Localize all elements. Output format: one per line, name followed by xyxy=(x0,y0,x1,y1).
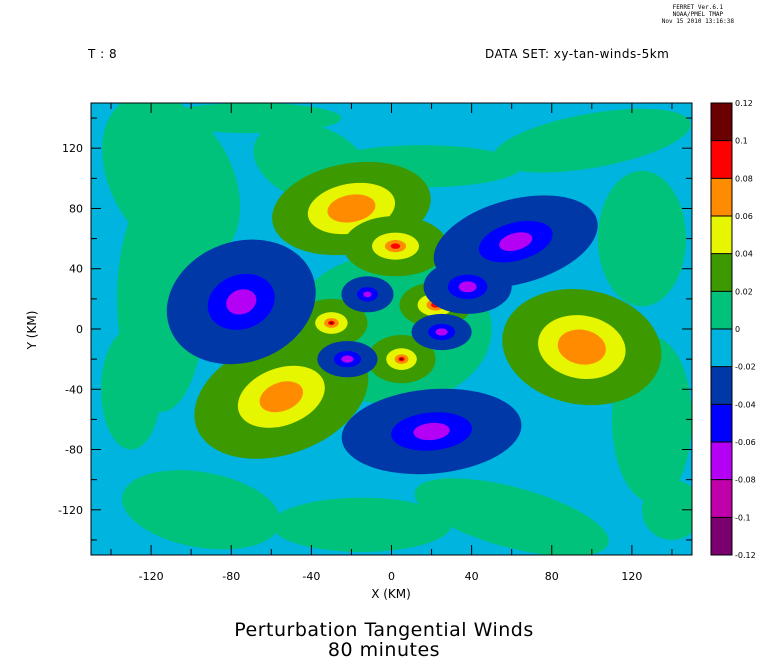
contour-band-7 xyxy=(493,108,691,173)
contour-band-6 xyxy=(597,170,686,307)
contour-band-3 xyxy=(271,497,452,552)
colorbar-swatch xyxy=(711,178,732,216)
colorbar-label: -0.06 xyxy=(735,438,756,447)
colorbar-swatch xyxy=(711,366,732,405)
colorbar-label: 0.08 xyxy=(735,174,753,183)
x-tick-label: -120 xyxy=(139,570,164,583)
x-tick-label: 120 xyxy=(621,570,642,583)
colorbar-label: 0.04 xyxy=(735,250,753,259)
colorbar-swatch xyxy=(711,329,732,367)
colorbar-label: 0.02 xyxy=(735,287,753,296)
colorbar-swatch xyxy=(711,517,732,555)
colorbar-label: -0.08 xyxy=(735,476,756,485)
colorbar-swatch xyxy=(711,216,732,254)
contour-band-4 xyxy=(414,478,609,555)
colorbar: 0.12 0.1 0.08 0.06 0.04 0.02 0 -0.02 -0.04 -0.06 -… xyxy=(710,99,756,560)
dataset-label: DATA SET: xy-tan-winds-5km xyxy=(485,47,670,61)
colorbar-swatch xyxy=(711,140,732,179)
x-tick-label: 0 xyxy=(388,570,395,583)
colorbar-label: 0.1 xyxy=(735,137,748,146)
chart-subtitle: 80 minutes xyxy=(327,639,441,661)
colorbar-swatch xyxy=(711,404,732,442)
colorbar-swatch xyxy=(711,479,732,518)
colorbar-swatch xyxy=(711,291,732,329)
colorbar-label: -0.12 xyxy=(735,551,756,560)
lobe-2-level-2 xyxy=(557,329,606,365)
contour-band-10 xyxy=(101,329,162,450)
x-tick-label: -80 xyxy=(222,570,240,583)
colorbar-swatch xyxy=(711,253,732,292)
lobe-13-level-2 xyxy=(341,355,354,363)
stamp-line-2: NOAA/PMEL TMAP xyxy=(672,11,724,18)
lobe-12-level-2 xyxy=(435,328,448,336)
colorbar-label: -0.02 xyxy=(735,363,756,372)
y-tick-label: -80 xyxy=(65,444,83,457)
lobe-7-level-2 xyxy=(226,289,257,315)
y-tick-label: 120 xyxy=(62,142,83,155)
lobe-10-level-2 xyxy=(413,422,450,441)
stamp-line-3: Nov 15 2010 13:16:38 xyxy=(661,18,734,25)
lobe-4-level-4 xyxy=(329,321,333,324)
y-tick-label: -120 xyxy=(58,504,83,517)
y-axis: 120 80 40 0 -40 -80 -120 xyxy=(58,117,692,541)
x-axis-label: X (KM) xyxy=(371,587,411,601)
colorbar-label: 0 xyxy=(735,325,740,334)
x-tick-label: -40 xyxy=(302,570,320,583)
y-tick-label: 80 xyxy=(69,202,83,215)
colorbar-label: -0.1 xyxy=(735,513,751,522)
lobe-0-level-2 xyxy=(327,194,376,223)
ferret-stamp: FERRET Ver.6.1 NOAA/PMEL TMAP Nov 15 201… xyxy=(662,4,734,25)
y-tick-label: 0 xyxy=(76,323,83,336)
x-tick-label: 40 xyxy=(465,570,479,583)
lobe-9-level-2 xyxy=(458,281,477,293)
contour-band-12 xyxy=(641,479,692,540)
stamp-line-1: FERRET Ver.6.1 xyxy=(672,4,724,11)
lobe-8-level-2 xyxy=(499,232,533,251)
colorbar-swatch xyxy=(711,442,732,480)
lobe-11-level-2 xyxy=(363,291,372,298)
contour-band-2 xyxy=(121,470,281,550)
colorbar-label: 0.12 xyxy=(735,99,753,108)
lobe-5-level-4 xyxy=(400,358,403,361)
chart-title: Perturbation Tangential Winds xyxy=(234,619,534,641)
x-tick-label: 80 xyxy=(545,570,559,583)
lobe-1-level-3 xyxy=(390,243,401,249)
colorbar-swatch xyxy=(711,103,732,141)
colorbar-label: -0.04 xyxy=(735,400,756,409)
y-tick-label: 40 xyxy=(69,263,83,276)
colorbar-label: 0.06 xyxy=(735,212,753,221)
y-tick-label: -40 xyxy=(65,383,83,396)
y-axis-label: Y (KM) xyxy=(25,311,39,351)
time-label: T : 8 xyxy=(88,47,118,61)
contour-band-13 xyxy=(161,103,342,134)
lobe-3-level-2 xyxy=(259,381,304,413)
plot-area xyxy=(91,103,692,555)
x-axis: -120 -80 -40 0 40 80 120 xyxy=(110,103,673,583)
